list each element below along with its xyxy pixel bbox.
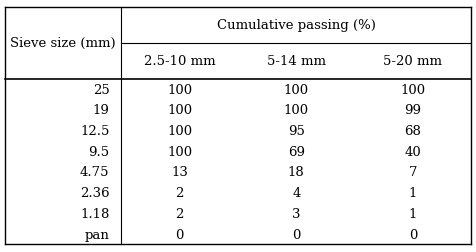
Text: 100: 100 (167, 83, 192, 96)
Text: 100: 100 (400, 83, 426, 96)
Text: 2.5-10 mm: 2.5-10 mm (144, 55, 216, 68)
Text: 2.36: 2.36 (80, 186, 109, 199)
Text: 25: 25 (93, 83, 109, 96)
Text: 4.75: 4.75 (80, 166, 109, 179)
Text: 100: 100 (284, 83, 309, 96)
Text: 100: 100 (167, 104, 192, 117)
Text: 1: 1 (409, 207, 417, 220)
Text: 5-14 mm: 5-14 mm (267, 55, 326, 68)
Text: 69: 69 (288, 145, 305, 158)
Text: 13: 13 (171, 166, 188, 179)
Text: 40: 40 (405, 145, 421, 158)
Text: 68: 68 (405, 124, 421, 137)
Text: 0: 0 (292, 228, 300, 241)
Text: 1: 1 (409, 186, 417, 199)
Text: 3: 3 (292, 207, 300, 220)
Text: 4: 4 (292, 186, 300, 199)
Text: 0: 0 (409, 228, 417, 241)
Text: 19: 19 (93, 104, 109, 117)
Text: pan: pan (85, 228, 109, 241)
Text: 95: 95 (288, 124, 305, 137)
Text: 100: 100 (167, 145, 192, 158)
Text: Cumulative passing (%): Cumulative passing (%) (217, 19, 376, 32)
Text: 2: 2 (176, 207, 184, 220)
Text: 0: 0 (176, 228, 184, 241)
Text: 12.5: 12.5 (80, 124, 109, 137)
Text: 5-20 mm: 5-20 mm (384, 55, 442, 68)
Text: 100: 100 (284, 104, 309, 117)
Text: 1.18: 1.18 (80, 207, 109, 220)
Text: 7: 7 (409, 166, 417, 179)
Text: Sieve size (mm): Sieve size (mm) (10, 37, 116, 50)
Text: 100: 100 (167, 124, 192, 137)
Text: 18: 18 (288, 166, 305, 179)
Text: 99: 99 (405, 104, 421, 117)
Text: 9.5: 9.5 (89, 145, 109, 158)
Text: 2: 2 (176, 186, 184, 199)
